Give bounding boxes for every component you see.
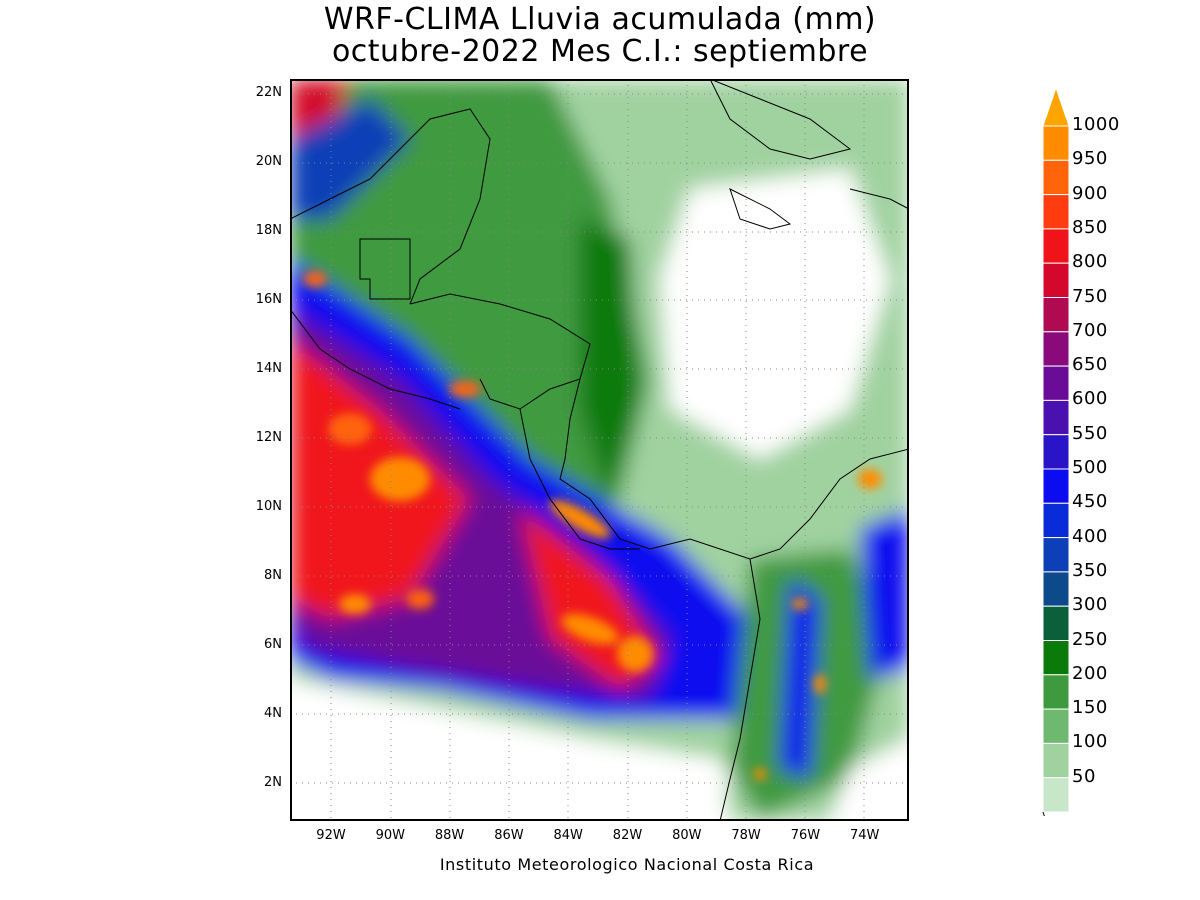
lon-label: 92W — [316, 828, 346, 843]
lat-label: 22N — [255, 85, 282, 100]
lat-label: 8N — [264, 568, 282, 583]
lon-label: 86W — [494, 828, 524, 843]
colorbar-swatch — [1042, 228, 1070, 264]
lon-label: 88W — [434, 828, 465, 843]
colorbar-arrow — [1042, 86, 1070, 127]
colorbar-swatch — [1042, 502, 1070, 539]
colorbar — [1042, 86, 1070, 816]
grid-lines — [290, 79, 909, 821]
colorbar-swatch — [1042, 434, 1070, 470]
colorbar-swatch — [1042, 365, 1070, 401]
colorbar-label: 550 — [1072, 422, 1108, 444]
rainfall-field — [290, 79, 909, 821]
coastlines — [290, 79, 909, 821]
colorbar-label: 1000 — [1072, 114, 1120, 135]
colorbar-label: 800 — [1072, 251, 1108, 273]
colorbar-swatch — [1042, 125, 1070, 161]
lat-label: 4N — [264, 706, 282, 721]
colorbar-swatch — [1042, 297, 1070, 333]
credit-text: Instituto Meteorologico Nacional Costa R… — [439, 855, 815, 874]
lat-label: 10N — [255, 499, 282, 514]
chart-title-line2: octubre-2022 Mes C.I.: septiembre — [331, 34, 869, 69]
colorbar-label: 400 — [1072, 525, 1108, 547]
colorbar-swatch — [1042, 468, 1070, 504]
colorbar-label: 50 — [1072, 765, 1096, 787]
map-border — [290, 79, 909, 821]
lon-label: 74W — [849, 828, 880, 843]
lon-label: 80W — [672, 828, 702, 843]
colorbar-label: 100 — [1072, 731, 1108, 753]
colorbar-swatch — [1042, 605, 1070, 642]
lon-label: 84W — [553, 828, 583, 843]
lon-label: 78W — [731, 828, 761, 843]
lon-label: 82W — [612, 828, 643, 843]
colorbar-swatch — [1042, 777, 1070, 813]
colorbar-swatch — [1042, 708, 1070, 744]
colorbar-swatch — [1042, 331, 1070, 367]
colorbar-swatch — [1042, 159, 1070, 196]
colorbar-tail — [1042, 811, 1045, 816]
colorbar-swatch — [1042, 742, 1070, 779]
colorbar-label: 750 — [1072, 285, 1108, 307]
lon-label: 90W — [375, 828, 405, 843]
colorbar-label: 500 — [1072, 457, 1108, 478]
colorbar-label: 850 — [1072, 216, 1108, 238]
colorbar-label: 200 — [1072, 662, 1108, 684]
colorbar-label: 300 — [1072, 594, 1108, 616]
colorbar-label: 950 — [1072, 148, 1108, 170]
lat-label: 6N — [264, 637, 282, 652]
lat-label: 2N — [264, 775, 282, 790]
colorbar-swatch — [1042, 194, 1070, 230]
chart-title-line1: WRF-CLIMA Lluvia acumulada (mm) — [323, 2, 877, 37]
lon-label: 76W — [790, 828, 821, 843]
lat-label: 16N — [255, 292, 282, 307]
lat-label: 12N — [255, 430, 282, 445]
colorbar-swatch — [1042, 640, 1070, 676]
colorbar-label: 350 — [1072, 559, 1108, 581]
lat-label: 14N — [255, 361, 282, 376]
colorbar-label: 450 — [1072, 491, 1108, 513]
colorbar-label: 700 — [1072, 319, 1108, 341]
colorbar-label: 150 — [1072, 697, 1108, 719]
colorbar-label: 600 — [1072, 388, 1108, 410]
colorbar-swatch — [1042, 399, 1070, 436]
colorbar-label: 650 — [1072, 354, 1108, 376]
colorbar-swatch — [1042, 674, 1070, 710]
colorbar-swatch — [1042, 262, 1070, 298]
precipitation-map — [290, 79, 909, 821]
colorbar-swatch — [1042, 571, 1070, 607]
colorbar-label: 250 — [1072, 628, 1108, 650]
colorbar-swatch — [1042, 537, 1070, 573]
lat-label: 20N — [255, 154, 282, 169]
lat-label: 18N — [255, 223, 282, 238]
colorbar-label: 900 — [1072, 182, 1108, 204]
rainfall-hotspots — [303, 271, 882, 780]
